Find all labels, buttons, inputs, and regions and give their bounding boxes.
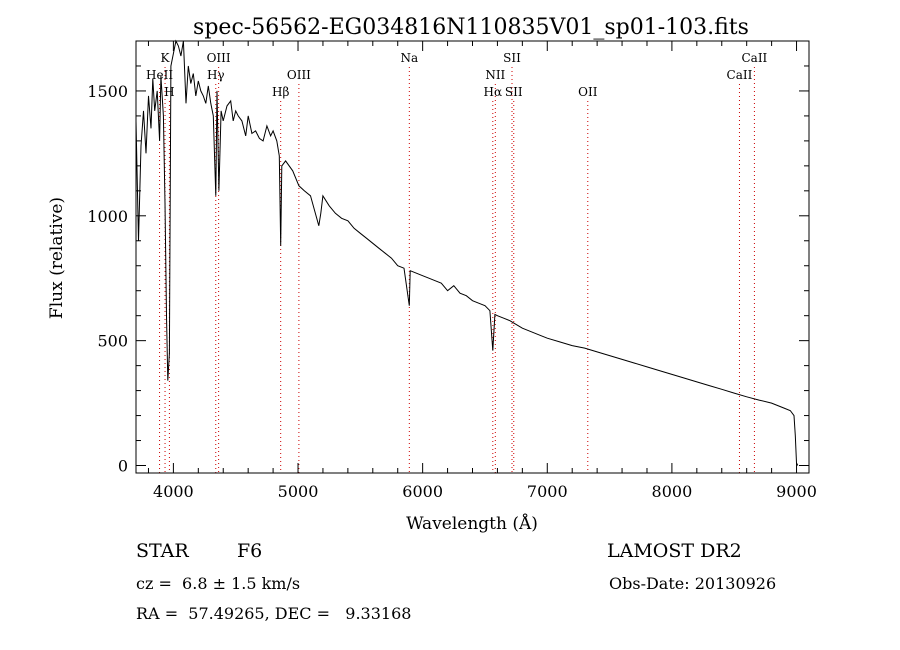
object-type-label: STAR <box>136 540 189 562</box>
line-marker-label: CaII <box>727 68 753 82</box>
y-tick-label: 500 <box>97 332 128 351</box>
line-marker-label: OII <box>578 85 598 99</box>
line-marker-label: Na <box>400 51 418 65</box>
line-marker-label: OIII <box>207 51 231 65</box>
subclass-label: F6 <box>237 540 263 562</box>
line-marker-label: SII <box>503 51 521 65</box>
survey-label: LAMOST DR2 <box>607 540 742 562</box>
x-tick-label: 8000 <box>652 482 693 501</box>
line-marker-label: CaII <box>741 51 767 65</box>
line-marker-label: OIII <box>287 68 311 82</box>
line-marker-label: Hγ <box>207 68 225 82</box>
x-tick-label: 9000 <box>776 482 817 501</box>
line-marker-label: HeII <box>146 68 173 82</box>
plot-frame <box>135 40 810 474</box>
y-tick-label: 1500 <box>87 82 128 101</box>
redshift-label: cz = 6.8 ± 1.5 km/s <box>136 574 301 593</box>
y-tick-label: 0 <box>118 457 128 476</box>
y-axis-ticks: 0 500 1000 1500 <box>87 65 809 476</box>
y-axis-label: Flux (relative) <box>47 197 67 319</box>
spectrum-line <box>135 39 799 466</box>
x-tick-label: 4000 <box>153 482 194 501</box>
x-tick-label: 5000 <box>278 482 319 501</box>
obs-date-label: Obs-Date: 20130926 <box>609 574 777 593</box>
line-marker-label: NII <box>485 68 505 82</box>
line-marker-label: H <box>164 85 174 99</box>
x-tick-label: 7000 <box>527 482 568 501</box>
x-axis-ticks: 4000 5000 6000 7000 8000 9000 <box>147 41 817 501</box>
x-tick-label: 6000 <box>402 482 443 501</box>
line-marker-label: Hβ <box>272 85 289 99</box>
chart-title: spec-56562-EG034816N110835V01_sp01-103.f… <box>193 15 749 40</box>
x-axis-label: Wavelength (Å) <box>406 513 538 534</box>
line-marker-label: Hα <box>484 85 503 99</box>
line-marker-label: K <box>161 51 171 65</box>
coords-label: RA = 57.49265, DEC = 9.33168 <box>136 604 412 623</box>
y-tick-label: 1000 <box>87 207 128 226</box>
line-marker-label: SII <box>505 85 523 99</box>
